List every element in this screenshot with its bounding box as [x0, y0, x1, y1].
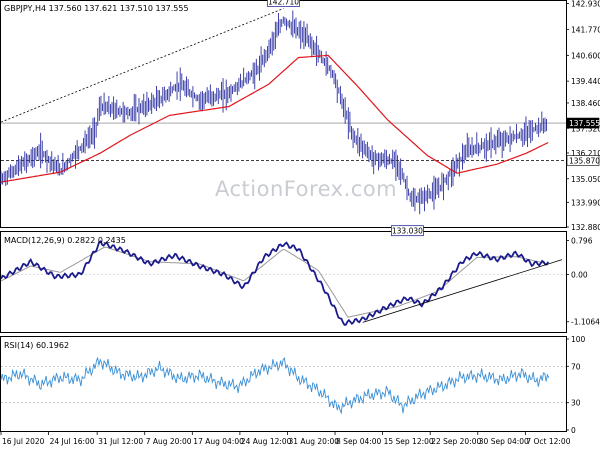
macd-y-tick-label: 0.00 — [571, 271, 588, 280]
moving-average-line — [0, 54, 549, 183]
price-y-tick-label: 137.320 — [571, 124, 600, 133]
channel-trendline — [0, 8, 284, 123]
support-tag-box — [566, 155, 600, 166]
rsi-series-group — [0, 357, 566, 415]
x-tick-label: 8 Sep 04:00 — [336, 437, 382, 446]
x-tick-label: 31 Jul 12:00 — [98, 437, 143, 446]
x-tick-label: 7 Oct 12:00 — [526, 437, 570, 446]
rsi-panel-frame — [0, 336, 567, 432]
macd-trendline — [362, 259, 563, 323]
support-tag: 135.870 — [569, 157, 600, 166]
macd-line — [0, 240, 549, 326]
macd-y-tick-label: 0.796 — [571, 237, 593, 246]
rsi-y-tick-label: 70 — [571, 362, 581, 371]
price-y-tick-label: 135.050 — [571, 175, 600, 184]
swing-high-annotation: 142.710 — [267, 0, 300, 7]
price-y-tick-label: 138.460 — [571, 99, 600, 108]
rsi-y-tick-label: 30 — [571, 399, 581, 408]
annotation-box — [391, 225, 424, 237]
price-y-tick-label: 139.440 — [571, 77, 600, 86]
price-y-tick-label: 136.210 — [571, 149, 600, 158]
price-y-tick-label: 140.600 — [571, 51, 600, 60]
macd-panel-frame — [0, 231, 567, 333]
x-tick-label: 30 Sep 04:00 — [479, 437, 529, 446]
swing-low-annotation: 133.030 — [391, 225, 424, 237]
current-price-tag: 137.555 — [569, 119, 600, 128]
x-tick-label: 22 Sep 20:00 — [431, 437, 481, 446]
rsi-y-tick-label: 0 — [571, 426, 576, 435]
annotation-label: 142.710 — [268, 0, 299, 6]
current-price-tag-box — [566, 117, 600, 129]
price-y-tick-label: 133.990 — [571, 198, 600, 207]
rsi-line — [0, 357, 550, 415]
x-tick-label: 15 Sep 12:00 — [384, 437, 434, 446]
price-header: GBPJPY,H4 137.560 137.621 137.510 137.55… — [4, 4, 189, 13]
x-tick-label: 24 Jul 16:00 — [50, 437, 95, 446]
price-y-tick-label: 141.770 — [571, 25, 600, 34]
macd-series-group — [0, 240, 566, 326]
macd-y-tick-label: -1.1064 — [571, 318, 600, 327]
price-y-tick-label: 132.880 — [571, 223, 600, 232]
rsi-y-tick-label: 100 — [571, 335, 586, 344]
x-tick-label: 16 Jul 2020 — [2, 437, 45, 446]
x-tick-label: 24 Aug 12:00 — [241, 437, 292, 446]
x-tick-label: 17 Aug 04:00 — [193, 437, 244, 446]
annotation-box — [267, 0, 300, 7]
annotation-label: 133.030 — [392, 227, 423, 236]
watermark: ActionForex.com — [215, 177, 397, 201]
price-series-group: 142.710 133.030 — [0, 0, 566, 237]
macd-header: MACD(12,26,9) 0.2822 0.2435 — [4, 236, 126, 245]
x-tick-label: 31 Aug 20:00 — [288, 437, 339, 446]
x-tick-label: 7 Aug 20:00 — [146, 437, 192, 446]
rsi-header: RSI(14) 60.1962 — [4, 341, 69, 350]
price-y-tick-label: 142.930 — [571, 0, 600, 9]
